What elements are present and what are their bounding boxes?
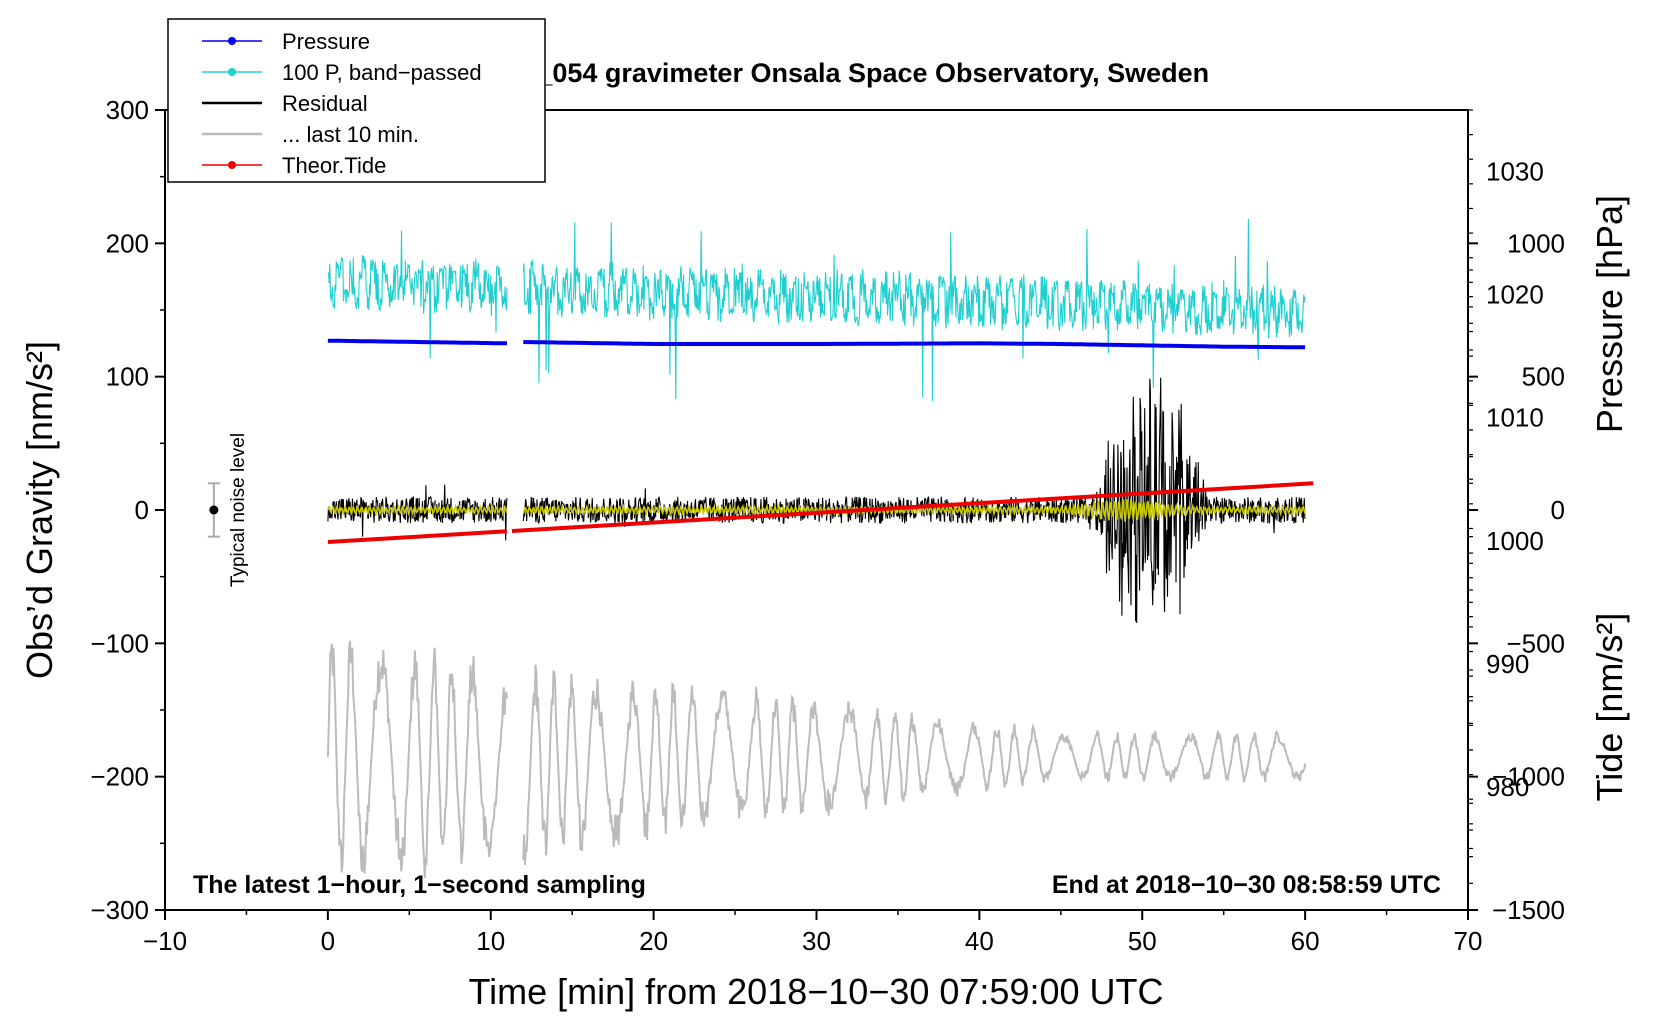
pressure-tick-label: 1010 <box>1486 403 1544 433</box>
series-theoretical-tide <box>327 529 508 544</box>
noise-level-marker: Typical noise level <box>207 433 249 587</box>
pressure-tick-label: 980 <box>1486 772 1529 802</box>
pressure-axis-title: Pressure [hPa] <box>1589 195 1630 433</box>
x-tick-label: 20 <box>639 926 668 956</box>
tide-axis: 1000 500 0 −500 −1000 −1500 <box>1468 228 1565 925</box>
annotation-bottom-right: End at 2018−10−30 08:58:59 UTC <box>1052 871 1441 899</box>
y-tick-label: −300 <box>90 895 149 925</box>
left-y-axis-title: Obs’d Gravity [nm/s²] <box>19 341 60 679</box>
series-pressure <box>327 338 507 346</box>
legend-box <box>167 18 546 183</box>
legend-label: 100 P, band−passed <box>282 60 482 85</box>
pressure-tick-label: 1020 <box>1486 280 1544 310</box>
noise-dot <box>209 505 219 515</box>
left-y-axis: 300 200 100 0 −100 −200 −300 <box>90 95 165 925</box>
tide-tick-label: −1000 <box>1492 762 1565 792</box>
legend-marker <box>228 37 236 45</box>
x-tick-label: 40 <box>965 926 994 956</box>
legend-label: ... last 10 min. <box>282 122 419 147</box>
chart-title: SCG_054 gravimeter Onsala Space Observat… <box>479 58 1209 88</box>
x-tick-label: 70 <box>1454 926 1483 956</box>
series-theoretical-tide <box>511 481 1314 533</box>
series-residual-filtered <box>327 503 508 518</box>
pressure-tick-label: 1000 <box>1486 526 1544 556</box>
pressure-tick-label: 990 <box>1486 649 1529 679</box>
y-tick-label: −100 <box>90 628 149 658</box>
legend-label: Theor.Tide <box>282 153 386 178</box>
series-residual <box>327 484 508 541</box>
series-last-10-min <box>522 664 1307 865</box>
legend-label: Residual <box>282 91 368 116</box>
series-band-passed-pressure <box>327 230 508 359</box>
x-tick-label: 50 <box>1128 926 1157 956</box>
series-last-10-min <box>326 640 508 878</box>
legend-label: Pressure <box>282 29 370 54</box>
tide-axis-title: Tide [nm/s²] <box>1589 613 1630 802</box>
x-tick-label: 30 <box>802 926 831 956</box>
tide-tick-label: −500 <box>1506 628 1565 658</box>
x-tick-label: 60 <box>1291 926 1320 956</box>
series-pressure <box>523 340 1306 350</box>
tide-tick-label: 0 <box>1551 495 1565 525</box>
series-layer <box>326 218 1314 878</box>
tide-tick-label: −1500 <box>1492 895 1565 925</box>
pressure-axis: 1030 1020 1010 1000 990 980 <box>1468 109 1544 850</box>
y-tick-label: 200 <box>106 228 149 258</box>
x-tick-label: −10 <box>143 926 187 956</box>
y-tick-label: 100 <box>106 362 149 392</box>
legend-marker <box>228 161 236 169</box>
annotation-bottom-left: The latest 1−hour, 1−second sampling <box>193 871 646 899</box>
legend: Pressure 100 P, band−passed Residual ... la… <box>167 18 546 183</box>
series-residual <box>522 377 1306 623</box>
x-axis-title: Time [min] from 2018−10−30 07:59:00 UTC <box>468 971 1163 1012</box>
pressure-tick-label: 1030 <box>1486 157 1544 187</box>
noise-label: Typical noise level <box>228 433 249 587</box>
y-tick-label: 300 <box>106 95 149 125</box>
legend-marker <box>228 68 236 76</box>
series-band-passed-pressure <box>522 218 1306 401</box>
x-tick-label: 10 <box>476 926 505 956</box>
y-tick-label: 0 <box>135 495 149 525</box>
tide-tick-label: 1000 <box>1507 228 1565 258</box>
tide-tick-label: 500 <box>1522 362 1565 392</box>
x-axis: −10 0 10 20 30 40 50 60 70 <box>143 910 1483 956</box>
x-tick-label: 0 <box>321 926 335 956</box>
y-tick-label: −200 <box>90 762 149 792</box>
